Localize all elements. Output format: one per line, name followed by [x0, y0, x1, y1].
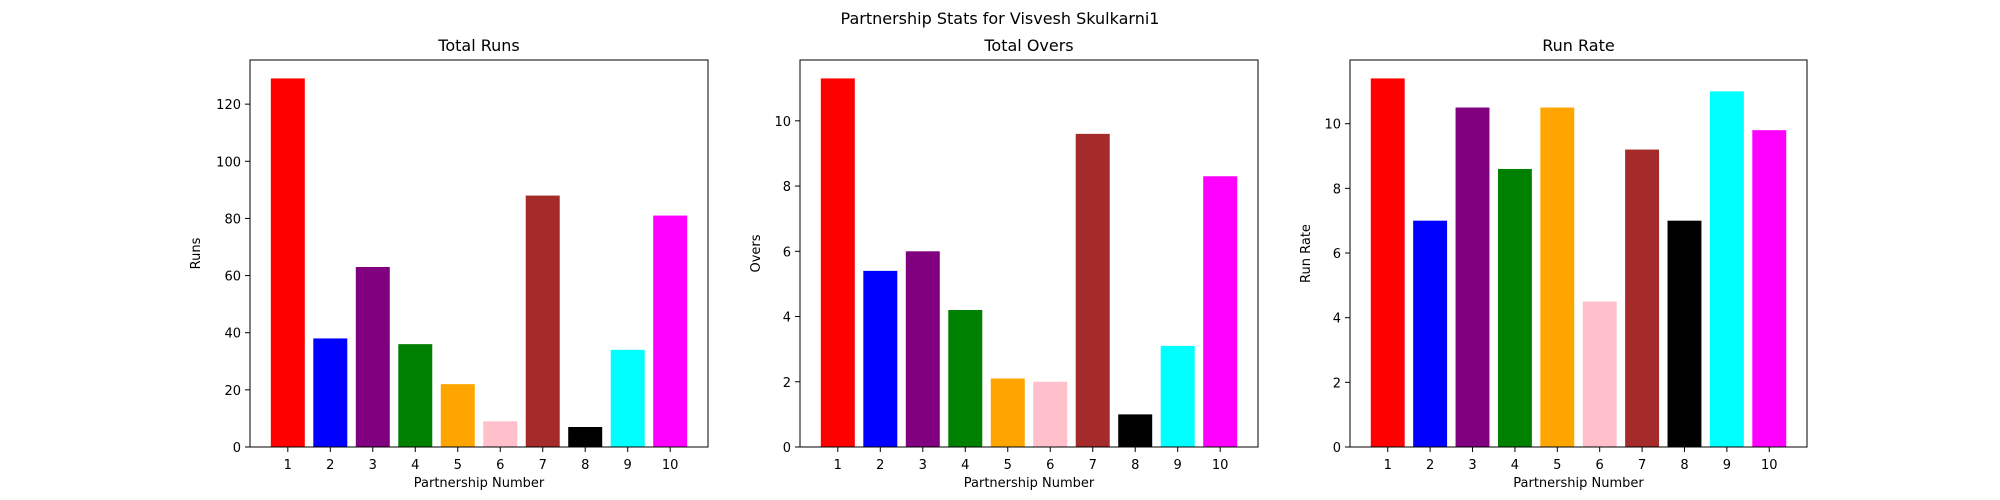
bar [1625, 149, 1660, 447]
bar [440, 384, 475, 447]
bar [905, 251, 940, 447]
y-tick-label: 10 [774, 115, 791, 130]
bar [1118, 414, 1153, 447]
x-tick-label: 9 [1723, 458, 1731, 473]
x-tick-label: 4 [1511, 458, 1519, 473]
x-tick-label: 9 [1174, 458, 1182, 473]
bar [1752, 130, 1787, 447]
y-axis-label: Overs [749, 234, 764, 272]
x-tick-label: 3 [919, 458, 927, 473]
chart-3: 1 2 3 4 5 6 7 8 9 10 0 2 4 6 8 10 Run Rate Partnership Nu… [1299, 36, 1808, 491]
x-tick-label: 6 [496, 458, 504, 473]
bar [1667, 220, 1702, 447]
x-tick-label: 4 [961, 458, 969, 473]
chart-title: Total Runs [437, 36, 519, 55]
x-axis-label: Partnership Number [414, 476, 545, 491]
x-tick-label: 7 [1638, 458, 1646, 473]
x-tick-label: 8 [1680, 458, 1688, 473]
y-tick-label: 100 [216, 155, 241, 170]
bar [1033, 381, 1068, 447]
x-tick-label: 5 [1553, 458, 1561, 473]
bar [990, 378, 1025, 447]
y-tick-label: 0 [233, 441, 241, 456]
y-tick-label: 0 [783, 441, 791, 456]
chart-title: Total Overs [983, 36, 1073, 55]
x-tick-label: 2 [1426, 458, 1434, 473]
bar [1203, 176, 1238, 447]
bar [1455, 107, 1490, 448]
bar [1709, 91, 1744, 447]
bar [483, 421, 518, 447]
y-axis-label: Run Rate [1299, 224, 1314, 283]
y-tick-label: 8 [1333, 182, 1341, 197]
bar [1370, 78, 1405, 447]
x-tick-label: 10 [662, 458, 679, 473]
y-tick-label: 4 [1333, 312, 1341, 327]
x-tick-label: 3 [1468, 458, 1476, 473]
bar [568, 427, 603, 447]
bar [525, 195, 560, 447]
bar [1160, 345, 1195, 447]
x-tick-label: 1 [834, 458, 842, 473]
x-tick-label: 9 [624, 458, 632, 473]
bar [355, 267, 390, 447]
x-tick-label: 5 [1004, 458, 1012, 473]
y-tick-label: 4 [783, 311, 791, 326]
y-tick-label: 6 [783, 245, 791, 260]
x-tick-label: 4 [411, 458, 419, 473]
y-tick-label: 2 [1333, 376, 1341, 391]
x-tick-label: 2 [876, 458, 884, 473]
y-tick-label: 6 [1333, 247, 1341, 262]
bar [1413, 220, 1448, 447]
x-tick-label: 10 [1761, 458, 1778, 473]
bar [1582, 301, 1617, 447]
x-tick-label: 8 [1131, 458, 1139, 473]
bar [820, 78, 855, 447]
y-tick-label: 20 [224, 384, 241, 399]
bar [270, 78, 305, 447]
x-tick-label: 6 [1046, 458, 1054, 473]
bar [1075, 133, 1110, 447]
chart-2: 1 2 3 4 5 6 7 8 9 10 0 2 4 6 8 10 Total Overs Partnership… [749, 36, 1259, 491]
x-tick-label: 1 [284, 458, 292, 473]
bar [948, 310, 983, 447]
x-tick-label: 6 [1596, 458, 1604, 473]
x-tick-label: 7 [1089, 458, 1097, 473]
x-tick-label: 3 [369, 458, 377, 473]
y-tick-label: 80 [224, 212, 241, 227]
x-axis-label: Partnership Number [964, 476, 1095, 491]
figure-suptitle: Partnership Stats for Visvesh Skulkarni1 [841, 9, 1160, 28]
y-tick-label: 60 [224, 270, 241, 285]
x-tick-label: 2 [326, 458, 334, 473]
y-axis-label: Runs [189, 237, 204, 269]
axes-frame [249, 59, 709, 448]
y-tick-label: 0 [1333, 441, 1341, 456]
x-tick-label: 7 [539, 458, 547, 473]
bar [313, 338, 348, 447]
x-tick-label: 8 [581, 458, 589, 473]
bar [610, 349, 645, 447]
bar [653, 215, 688, 447]
y-tick-label: 120 [216, 98, 241, 113]
bar [1540, 107, 1575, 448]
y-tick-label: 8 [783, 180, 791, 195]
x-tick-label: 5 [454, 458, 462, 473]
axes-frame [799, 59, 1259, 448]
x-tick-label: 10 [1212, 458, 1229, 473]
y-tick-label: 40 [224, 327, 241, 342]
chart-title: Run Rate [1542, 36, 1614, 55]
bar [398, 344, 433, 447]
bar [863, 270, 898, 447]
x-axis-label: Partnership Number [1513, 476, 1644, 491]
x-tick-label: 1 [1384, 458, 1392, 473]
bar [1497, 168, 1532, 447]
y-tick-label: 10 [1324, 118, 1341, 133]
y-tick-label: 2 [783, 376, 791, 391]
